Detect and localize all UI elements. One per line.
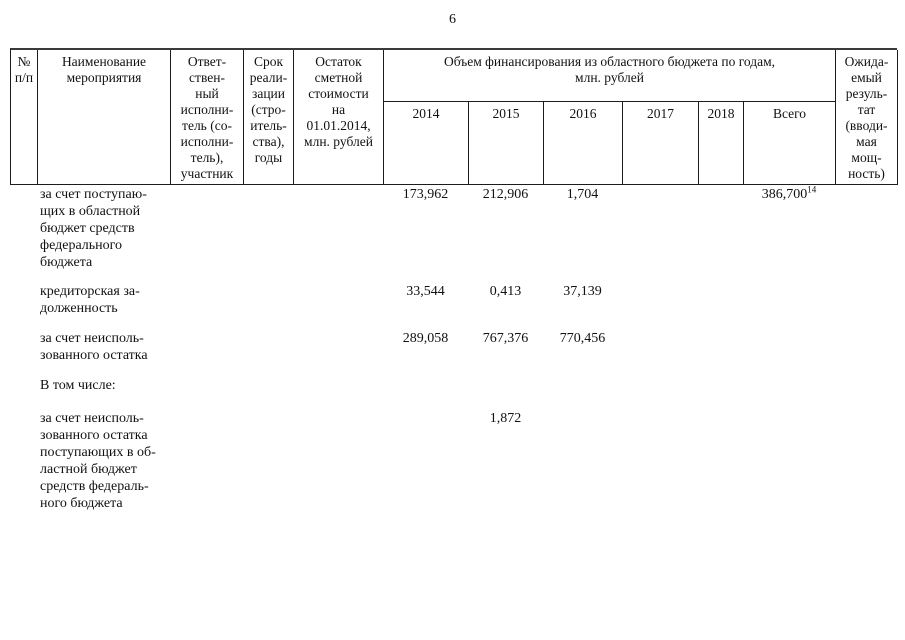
table-row: кредиторская за- долженность 33,544 0,41… [10,283,897,317]
cell-total [743,377,835,394]
page-number: 6 [449,12,456,27]
header-cell-balance: Остаток сметной стоимости на 01.01.2014,… [294,50,384,185]
header-cell-year-2018: 2018 [699,102,744,185]
cell-total: 386,70014 [743,184,835,271]
cell-2017 [622,186,698,271]
header-cell-year-2014: 2014 [384,102,469,185]
row-name: кредиторская за- долженность [40,284,140,316]
cell-2015: 1,872 [489,411,522,426]
total-value: 386,700 [761,187,808,202]
header-group-financing: Объем финансирования из областного бюдже… [384,50,836,102]
header-cell-year-2015: 2015 [469,102,544,185]
table-row: В том числе: [10,377,897,394]
cell-total [743,410,835,512]
cell-2017 [622,410,698,512]
cell-2015: 212,906 [482,187,529,202]
table-header: № п/п Наименование мероприятия Ответ- ст… [10,48,898,185]
cell-2016: 1,704 [566,187,599,202]
cell-2014: 289,058 [402,331,449,346]
cell-2015: 0,413 [489,284,522,299]
table-body: за счет поступаю- щих в областной бюджет… [10,184,897,512]
table-row: за счет неисполь- зованного остатка пост… [10,410,897,512]
cell-2014 [383,377,468,394]
header-cell-number: № п/п [11,50,38,185]
cell-2014: 33,544 [406,284,445,299]
header-cell-executor: Ответ- ствен- ный исполни- тель (со- исп… [171,50,244,185]
cell-2018 [698,330,743,364]
cell-2016: 37,139 [563,284,602,299]
cell-2016: 770,456 [559,331,606,346]
footnote-marker: 14 [807,184,817,195]
cell-2017 [622,283,698,317]
row-name: за счет неисполь- зованного остатка [40,331,148,363]
cell-total [743,330,835,364]
header-cell-year-2016: 2016 [544,102,623,185]
header-cell-total: Всего [744,102,836,185]
cell-2016 [543,377,622,394]
cell-2018 [698,410,743,512]
cell-2014: 173,962 [402,187,449,202]
cell-2018 [698,283,743,317]
cell-2018 [698,377,743,394]
cell-2014 [383,410,468,512]
cell-2016 [543,410,622,512]
cell-2017 [622,377,698,394]
header-cell-year-2017: 2017 [623,102,699,185]
header-cell-expected-result: Ожида- емый резуль- тат (вводи- мая мощ-… [836,50,898,185]
cell-2017 [622,330,698,364]
cell-2015: 767,376 [482,331,529,346]
header-cell-activity-name: Наименование мероприятия [38,50,171,185]
cell-2018 [698,186,743,271]
cell-total [743,283,835,317]
cell-2015 [468,377,543,394]
row-name: В том числе: [40,378,116,393]
row-name: за счет неисполь- зованного остатка пост… [40,411,156,511]
row-name: за счет поступаю- щих в областной бюджет… [40,187,147,270]
header-cell-term: Срок реали- зации (стро- итель- ства), г… [244,50,294,185]
table-row: за счет неисполь- зованного остатка 289,… [10,330,897,364]
table-row: за счет поступаю- щих в областной бюджет… [10,184,897,271]
